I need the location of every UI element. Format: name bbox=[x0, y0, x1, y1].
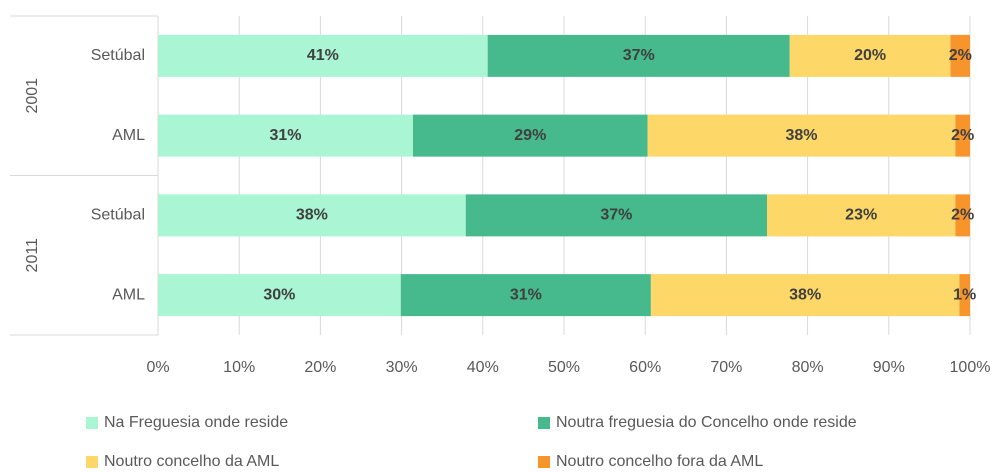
legend-swatch bbox=[538, 417, 550, 429]
bar-segment bbox=[959, 274, 970, 317]
bar-segment bbox=[647, 114, 956, 157]
bar-segment bbox=[955, 194, 970, 237]
x-tick-label: 60% bbox=[629, 359, 661, 376]
bar-segment bbox=[158, 194, 466, 237]
value-label: 38% bbox=[296, 207, 328, 224]
bar-segment bbox=[158, 34, 488, 77]
value-label: 30% bbox=[263, 286, 295, 303]
x-tick-label: 80% bbox=[792, 359, 824, 376]
value-label: 23% bbox=[845, 207, 877, 224]
value-label: 1% bbox=[953, 286, 976, 303]
value-label: 41% bbox=[307, 47, 339, 64]
value-label: 38% bbox=[785, 127, 817, 144]
bar-segment bbox=[158, 274, 401, 317]
value-label: 2% bbox=[951, 127, 974, 144]
x-tick-label: 20% bbox=[304, 359, 336, 376]
value-label: 31% bbox=[510, 286, 542, 303]
legend-swatch bbox=[538, 456, 550, 468]
legend-label: Noutro concelho da AML bbox=[104, 453, 279, 470]
category-label: AML bbox=[112, 286, 145, 303]
bar-segment bbox=[400, 274, 651, 317]
x-tick-label: 100% bbox=[950, 359, 991, 376]
x-tick-label: 90% bbox=[873, 359, 905, 376]
value-label: 31% bbox=[269, 127, 301, 144]
bar-segment bbox=[955, 114, 970, 157]
x-tick-label: 70% bbox=[710, 359, 742, 376]
x-tick-label: 30% bbox=[386, 359, 418, 376]
category-label: Setúbal bbox=[91, 47, 145, 64]
value-label: 29% bbox=[514, 127, 546, 144]
x-tick-label: 50% bbox=[548, 359, 580, 376]
legend-swatch bbox=[86, 456, 98, 468]
legend-label: Na Freguesia onde reside bbox=[104, 414, 288, 431]
legend-label: Noutra freguesia do Concelho onde reside bbox=[556, 414, 857, 431]
bar-segment bbox=[789, 34, 951, 77]
value-label: 37% bbox=[600, 207, 632, 224]
legend-label: Noutro concelho fora da AML bbox=[556, 453, 763, 470]
bar-segment bbox=[767, 194, 956, 237]
bar-segment bbox=[487, 34, 790, 77]
bar-segment bbox=[412, 114, 648, 157]
x-tick-label: 10% bbox=[223, 359, 255, 376]
category-label: Setúbal bbox=[91, 207, 145, 224]
value-label: 2% bbox=[949, 47, 972, 64]
group-label: 2001 bbox=[24, 78, 41, 114]
group-label: 2011 bbox=[24, 238, 41, 273]
legend-swatch bbox=[86, 417, 98, 429]
x-tick-label: 40% bbox=[467, 359, 499, 376]
value-label: 20% bbox=[854, 47, 886, 64]
category-label: AML bbox=[112, 127, 145, 144]
bar-segment bbox=[650, 274, 960, 317]
value-label: 2% bbox=[951, 207, 974, 224]
bar-segment bbox=[465, 194, 767, 237]
x-tick-label: 0% bbox=[146, 359, 169, 376]
value-label: 37% bbox=[623, 47, 655, 64]
bar-segment bbox=[158, 114, 413, 157]
bar-segment bbox=[950, 34, 970, 77]
value-label: 38% bbox=[789, 286, 821, 303]
